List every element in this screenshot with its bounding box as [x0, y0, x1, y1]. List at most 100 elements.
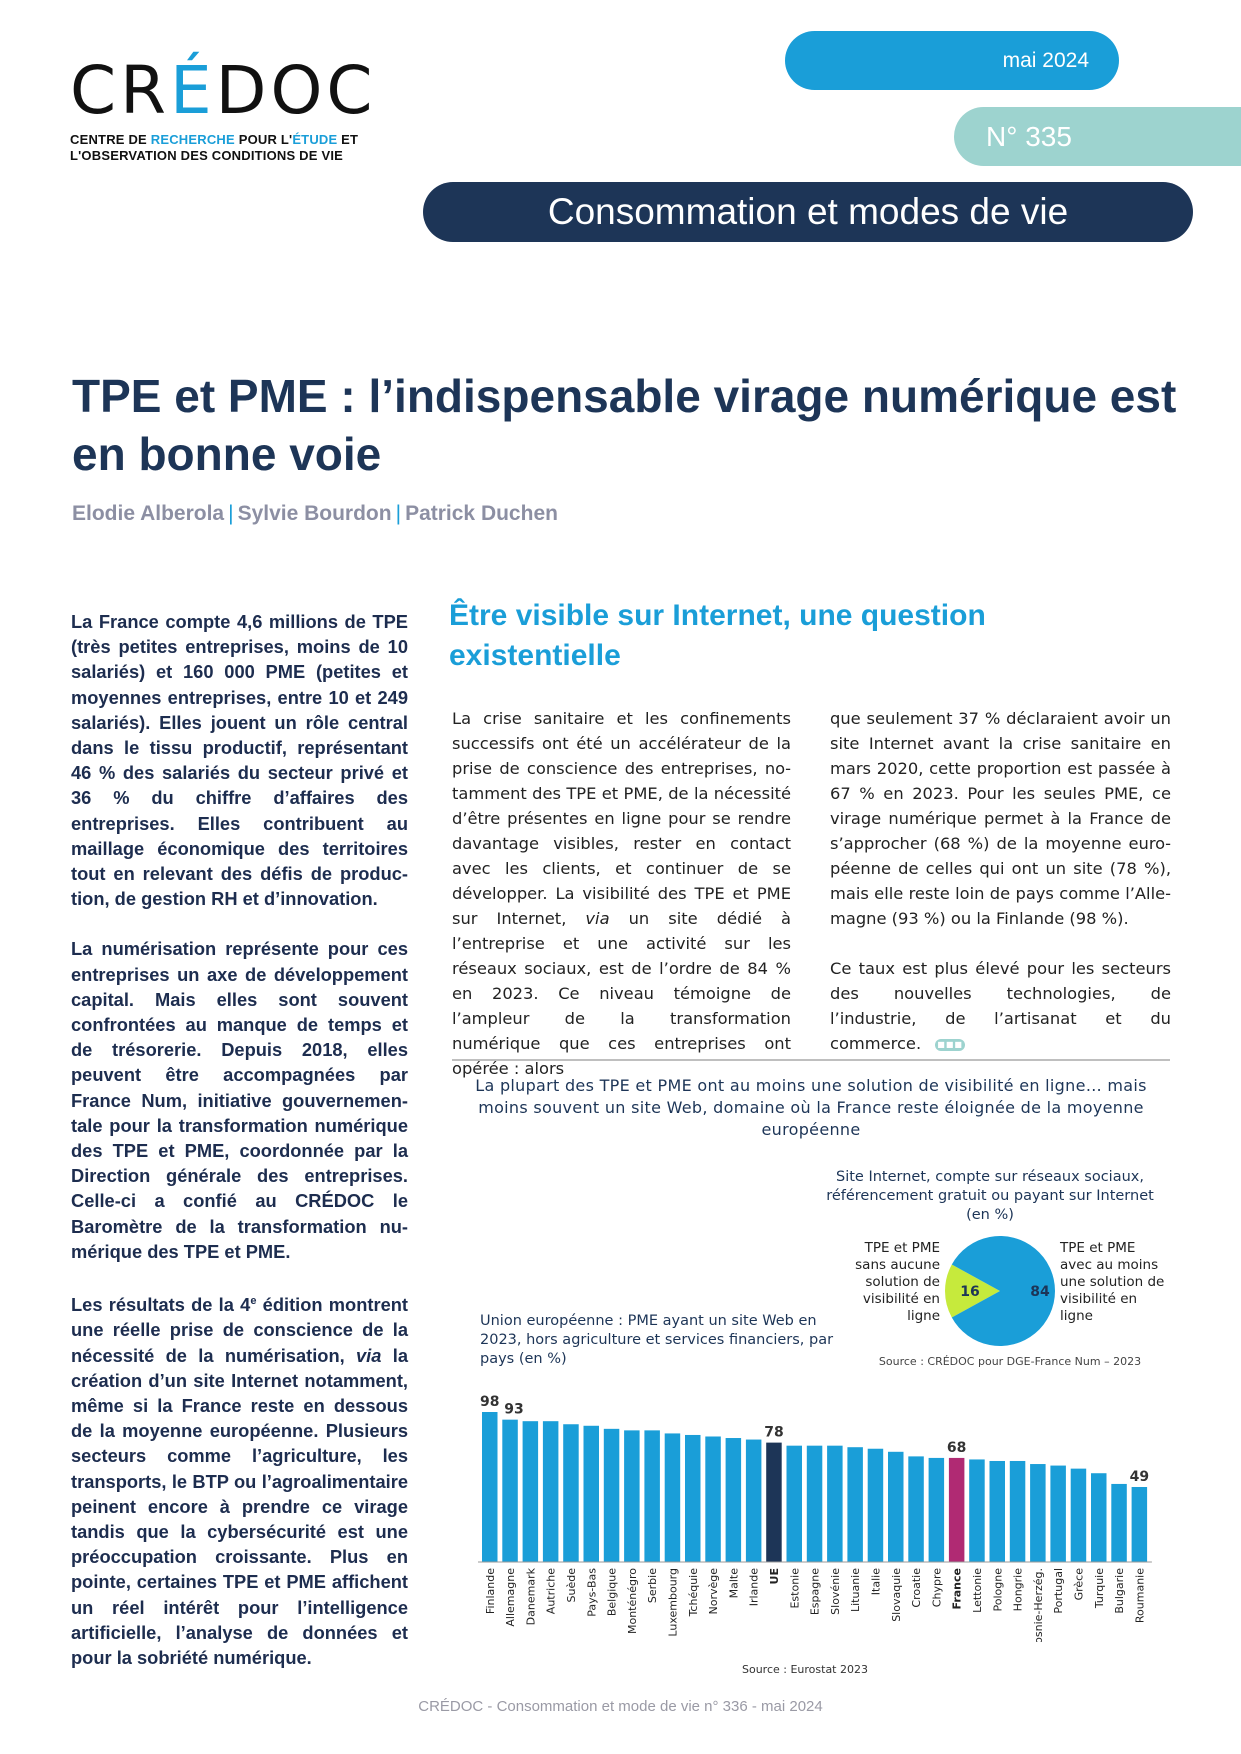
category-tick-label: Bulgarie — [1113, 1568, 1126, 1614]
intro-paragraph: La numérisation représente pour ces entr… — [71, 938, 408, 1262]
pie-value-label: 84 — [1030, 1284, 1050, 1300]
collection-banner: Consommation et modes de vie — [423, 182, 1193, 242]
category-tick-label: Grèce — [1072, 1568, 1085, 1601]
category-tick-label: Slovénie — [829, 1568, 842, 1615]
bar — [1009, 1460, 1026, 1562]
category-tick-label: Suède — [565, 1568, 578, 1603]
bar — [1030, 1464, 1046, 1562]
bar — [806, 1445, 823, 1562]
category-tick-label: Norvège — [707, 1568, 720, 1615]
logo-tagline: CENTRE DE RECHERCHE POUR L'ÉTUDE ET L'OB… — [70, 132, 359, 163]
page-footer: CRÉDOC - Consommation et mode de vie n° … — [418, 1698, 823, 1715]
bar — [1091, 1473, 1107, 1562]
bar — [847, 1447, 863, 1562]
bar-value-label: 98 — [480, 1394, 499, 1410]
category-tick-label: Danemark — [524, 1567, 537, 1625]
category-tick-label: Bosnie-Herzég. — [1032, 1568, 1045, 1642]
bar — [766, 1442, 782, 1562]
body-column-2: que seulement 37 % déclaraient avoir un … — [830, 706, 1171, 1056]
category-tick-label: Roumanie — [1133, 1568, 1146, 1623]
category-tick-label: Autriche — [545, 1568, 558, 1614]
category-tick-label: Italie — [869, 1568, 882, 1595]
category-tick-label: Turquie — [1093, 1568, 1106, 1609]
bar — [948, 1457, 965, 1562]
body-column-1: La crise sanitaire et les confinements s… — [452, 709, 792, 1078]
bar — [664, 1433, 681, 1562]
category-tick-label: Pays-Bas — [585, 1568, 598, 1617]
category-tick-label: Luxembourg — [666, 1568, 679, 1637]
category-tick-label: Tchéquie — [687, 1568, 700, 1618]
credoc-logo: CRÉDOC CENTRE DE RECHERCHE POUR L'ÉTUDE … — [70, 58, 373, 164]
category-tick-label: Allemagne — [504, 1568, 517, 1627]
bar-value-label: 68 — [947, 1440, 966, 1456]
bar-source: Source : Eurostat 2023 — [741, 1663, 868, 1676]
category-tick-label: France — [951, 1568, 964, 1609]
category-tick-label: Irlande — [748, 1568, 761, 1607]
bar — [563, 1424, 579, 1562]
author-list: Elodie Alberola | Sylvie Bourdon | Patrick D… — [72, 502, 558, 526]
publication-date: mai 2024 — [785, 31, 1119, 90]
category-tick-label: Hongrie — [1012, 1568, 1025, 1612]
bar — [1131, 1487, 1148, 1562]
bar-chart: Finlande 98 Allemagne 93 Danemark Autriche Suè… — [478, 1394, 1152, 1642]
bar — [989, 1460, 1005, 1562]
category-tick-label: Malte — [727, 1568, 740, 1599]
category-tick-label: Belgique — [606, 1568, 619, 1616]
bar — [908, 1456, 924, 1562]
category-tick-label: Finlande — [484, 1568, 497, 1614]
more-dots-icon: ■■■ — [935, 1038, 966, 1051]
bar — [685, 1434, 701, 1562]
pie-label-with: TPE et PME avec au moins une solution de… — [1060, 1240, 1165, 1324]
bar — [725, 1438, 742, 1562]
category-tick-label: Lettonie — [971, 1568, 984, 1613]
bar — [745, 1439, 762, 1562]
category-tick-label: Espagne — [809, 1568, 822, 1615]
author-name: Patrick Duchen — [405, 502, 558, 525]
author-name: Sylvie Bourdon — [237, 502, 392, 525]
bar — [583, 1425, 599, 1562]
category-tick-label: Serbie — [646, 1568, 659, 1603]
category-tick-label: Pologne — [991, 1568, 1004, 1612]
category-tick-label: Estonie — [788, 1568, 801, 1609]
category-tick-label: Croatie — [910, 1568, 923, 1608]
pie-slice — [945, 1264, 1000, 1318]
pie-value-label: 16 — [960, 1284, 979, 1300]
bar — [542, 1421, 559, 1562]
bar-value-label: 49 — [1130, 1469, 1149, 1485]
body-paragraph: que seulement 37 % déclaraient avoir un … — [830, 709, 1171, 928]
bar — [624, 1430, 640, 1562]
article-title: TPE et PME : l’indispensable virage numé… — [72, 370, 1177, 480]
bar-value-label: 93 — [504, 1402, 523, 1418]
section-divider — [452, 1059, 1170, 1061]
bar — [827, 1445, 843, 1562]
pie-label-without: TPE et PME sans aucune solution de visib… — [855, 1240, 940, 1324]
bar — [1111, 1483, 1127, 1562]
intro-paragraph: La France compte 4,6 millions de TPE (tr… — [71, 611, 408, 910]
category-tick-label: Monténégro — [626, 1568, 639, 1634]
bar — [786, 1445, 802, 1562]
category-tick-label: UE — [768, 1568, 781, 1584]
bar — [1050, 1465, 1066, 1562]
issue-number: N° 335 — [954, 107, 1241, 166]
bar — [969, 1459, 985, 1562]
bar — [928, 1457, 945, 1562]
author-separator: | — [395, 502, 402, 525]
bar — [1070, 1468, 1087, 1562]
bar-value-label: 78 — [764, 1425, 783, 1441]
intro-paragraph: Les résultats de la 4e édition montrent … — [71, 1294, 408, 1669]
author-name: Elodie Alberola — [72, 502, 225, 525]
bar-chart-caption: Union européenne : PME ayant un site Web… — [480, 1313, 834, 1367]
pie-slice — [951, 1236, 1055, 1346]
bar — [644, 1430, 660, 1562]
bar — [482, 1412, 498, 1562]
bar — [603, 1428, 620, 1562]
section-heading: Être visible sur Internet, une question … — [449, 599, 986, 672]
category-tick-label: Slovaquie — [890, 1568, 903, 1622]
category-tick-label: Portugal — [1052, 1568, 1065, 1614]
category-tick-label: Chypre — [930, 1568, 943, 1607]
pie-chart-title: Site Internet, compte sur réseaux sociau… — [826, 1169, 1154, 1223]
intro-column: La France compte 4,6 millions de TPE (tr… — [71, 609, 408, 1695]
body-paragraph: Ce taux est plus élevé pour les secteurs… — [830, 959, 1171, 1053]
category-tick-label: Lituanie — [849, 1568, 862, 1612]
figure-title: La plupart des TPE et PME ont au moins u… — [475, 1076, 1147, 1139]
